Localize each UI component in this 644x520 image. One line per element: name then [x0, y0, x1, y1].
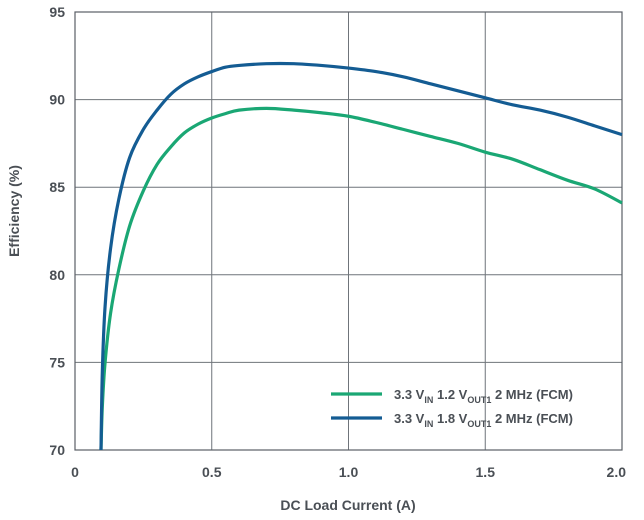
y-tick-labels: 70 75 80 85 90 95	[49, 4, 65, 458]
y-tick-label: 85	[49, 179, 65, 195]
x-tick-label: 1.5	[476, 464, 496, 480]
y-tick-label: 80	[49, 267, 65, 283]
y-tick-label: 70	[49, 442, 65, 458]
x-tick-label: 0	[71, 464, 79, 480]
y-tick-label: 90	[49, 92, 65, 108]
y-tick-label: 75	[49, 354, 65, 370]
legend-label-1: 3.3 VIN 1.2 VOUT1 2 MHz (FCM)	[394, 387, 573, 405]
x-tick-labels: 0 0.5 1.0 1.5 2.0	[71, 464, 626, 480]
legend: 3.3 VIN 1.2 VOUT1 2 MHz (FCM) 3.3 VIN 1.8…	[331, 387, 573, 429]
y-axis-title: Efficiency (%)	[6, 165, 22, 257]
series-lines	[99, 61, 623, 451]
series-line-2	[99, 61, 623, 451]
x-axis-title: DC Load Current (A)	[280, 497, 415, 513]
x-tick-label: 0.5	[202, 464, 222, 480]
y-tick-label: 95	[49, 4, 65, 20]
grid	[75, 12, 622, 450]
x-tick-label: 2.0	[607, 464, 627, 480]
legend-label-2: 3.3 VIN 1.8 VOUT1 2 MHz (FCM)	[394, 411, 573, 429]
series-line-1	[99, 106, 623, 451]
plot-border	[74, 11, 623, 451]
x-tick-label: 1.0	[339, 464, 359, 480]
